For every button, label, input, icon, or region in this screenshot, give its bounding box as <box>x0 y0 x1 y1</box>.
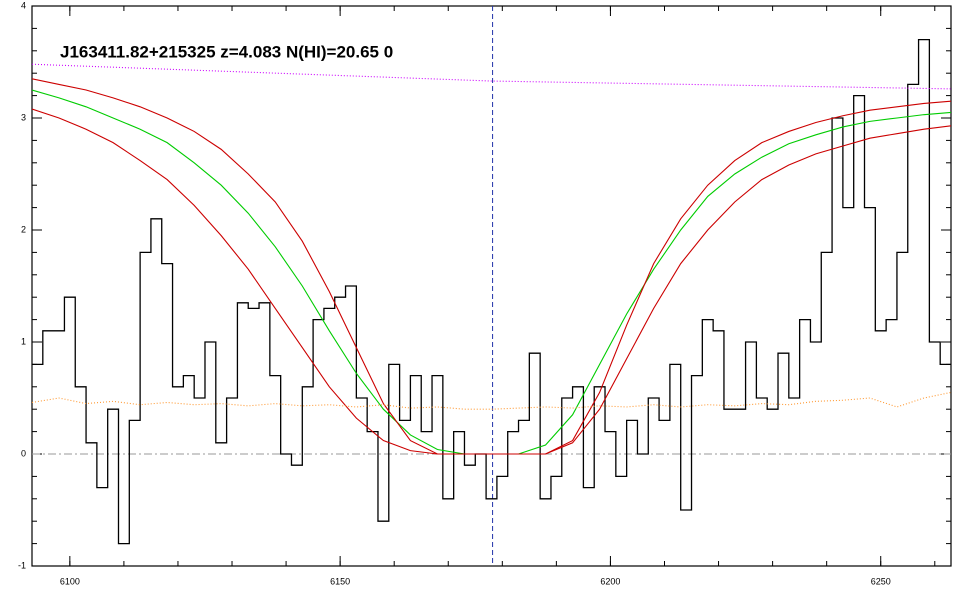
model-line <box>32 108 951 455</box>
chart-title: J163411.82+215325 z=4.083 N(HI)=20.65 0 <box>60 42 393 61</box>
model-line <box>32 78 951 455</box>
y-tick-label: 4 <box>21 0 26 10</box>
flux-line <box>32 38 951 545</box>
y-tick-label: 3 <box>21 112 26 122</box>
y-tick-label: 0 <box>21 448 26 458</box>
x-tick-label: 6100 <box>60 576 80 586</box>
x-tick-label: 6200 <box>600 576 620 586</box>
x-tick-label: 6150 <box>330 576 350 586</box>
model-line <box>32 89 951 455</box>
plot-frame <box>31 5 952 567</box>
y-tick-label: -1 <box>18 560 26 570</box>
x-tick-label: 6250 <box>871 576 891 586</box>
model-line <box>32 63 951 90</box>
y-tick-label: 1 <box>21 336 26 346</box>
model-line <box>32 391 951 410</box>
y-tick-label: 2 <box>21 224 26 234</box>
